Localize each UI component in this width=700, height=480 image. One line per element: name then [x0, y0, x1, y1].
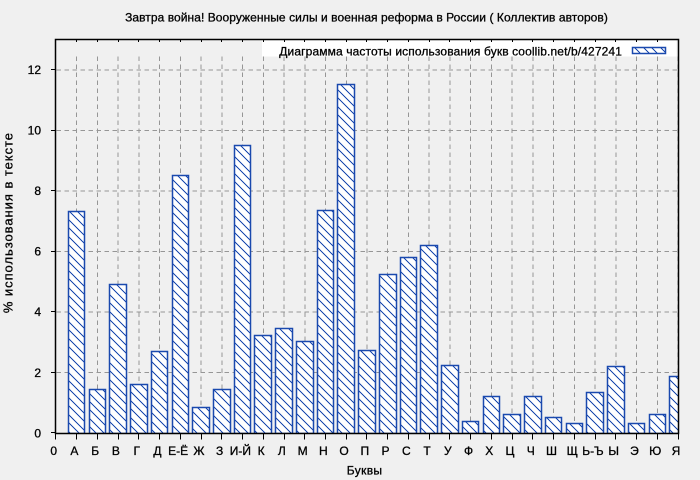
svg-text:С: С: [402, 444, 411, 458]
svg-text:Щ: Щ: [567, 444, 578, 458]
svg-text:Буквы: Буквы: [347, 464, 383, 478]
svg-text:0: 0: [34, 426, 41, 440]
svg-text:Е-Ё: Е-Ё: [168, 444, 188, 458]
svg-text:К: К: [258, 444, 265, 458]
svg-text:10: 10: [28, 124, 42, 138]
svg-text:0: 0: [50, 444, 57, 458]
svg-text:А: А: [70, 444, 78, 458]
svg-text:Ю: Ю: [649, 444, 661, 458]
svg-text:Г: Г: [133, 444, 140, 458]
svg-text:И-Й: И-Й: [230, 443, 251, 458]
svg-text:8: 8: [34, 184, 41, 198]
svg-text:6: 6: [34, 245, 41, 259]
svg-text:Завтра война! Вооруженные силы: Завтра война! Вооруженные силы и военная…: [125, 11, 608, 25]
svg-text:% использования в тексте: % использования в тексте: [1, 132, 16, 313]
svg-text:Ь-Ъ: Ь-Ъ: [582, 444, 603, 458]
svg-text:Д: Д: [153, 444, 161, 458]
svg-text:Х: Х: [485, 444, 493, 458]
svg-text:З: З: [216, 444, 223, 458]
svg-text:П: П: [360, 444, 369, 458]
svg-text:О: О: [339, 444, 348, 458]
svg-text:4: 4: [34, 305, 41, 319]
svg-text:В: В: [112, 444, 120, 458]
svg-text:Ы: Ы: [608, 444, 619, 458]
svg-text:Ш: Ш: [546, 444, 557, 458]
svg-text:Я: Я: [672, 444, 681, 458]
svg-text:Э: Э: [630, 444, 639, 458]
svg-text:Т: Т: [423, 444, 431, 458]
svg-text:2: 2: [34, 366, 41, 380]
svg-text:Н: Н: [319, 444, 328, 458]
svg-text:Ж: Ж: [193, 444, 204, 458]
svg-text:Ч: Ч: [527, 444, 535, 458]
svg-text:Диаграмма частоты использовани: Диаграмма частоты использования букв coo…: [279, 44, 622, 58]
svg-text:Ц: Ц: [506, 444, 515, 458]
svg-text:Ф: Ф: [464, 444, 473, 458]
svg-text:М: М: [298, 444, 308, 458]
svg-text:У: У: [444, 444, 452, 458]
svg-text:Р: Р: [381, 444, 389, 458]
svg-text:Б: Б: [91, 444, 99, 458]
svg-text:Л: Л: [278, 444, 286, 458]
svg-text:12: 12: [28, 63, 42, 77]
